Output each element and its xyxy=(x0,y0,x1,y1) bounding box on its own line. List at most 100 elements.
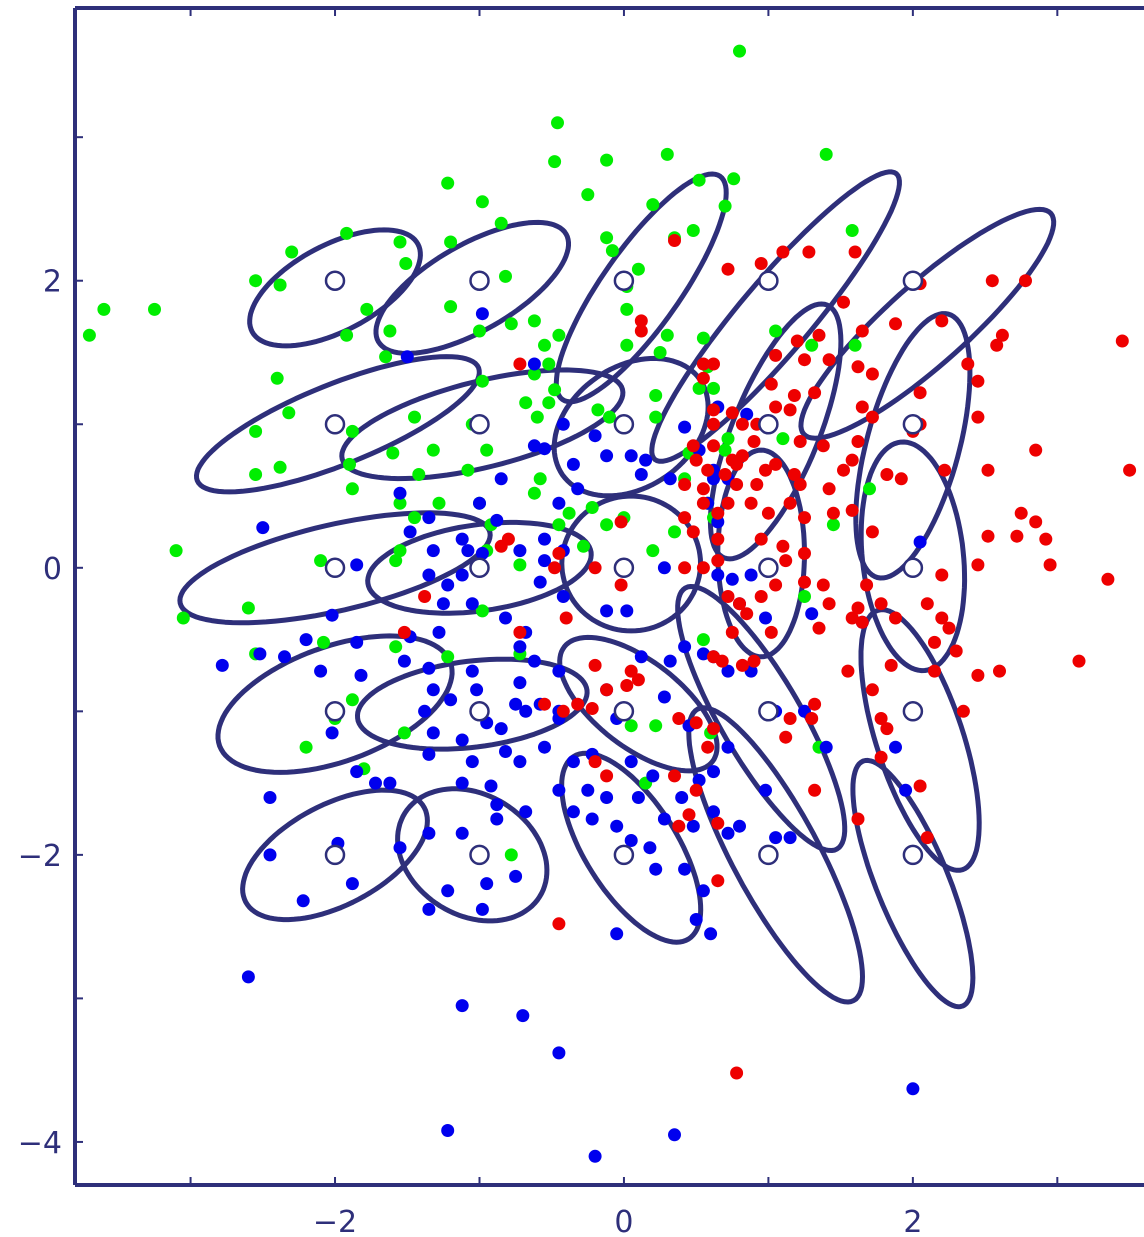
blue-point-54 xyxy=(314,664,328,678)
red-point-98 xyxy=(548,561,562,575)
blue-point-25 xyxy=(455,532,469,546)
red-point-35 xyxy=(769,400,783,414)
blue-point-167 xyxy=(805,607,819,621)
blue-point-59 xyxy=(527,654,541,668)
green-point-6 xyxy=(692,173,706,187)
red-point-44 xyxy=(793,435,807,448)
blue-point-131 xyxy=(422,826,436,840)
green-point-90 xyxy=(393,496,407,510)
blue-point-57 xyxy=(422,661,436,675)
red-point-39 xyxy=(707,417,720,431)
red-point-12 xyxy=(790,334,804,348)
green-point-114 xyxy=(696,633,710,647)
x-tick-label: 0 xyxy=(614,1205,633,1237)
blue-point-94 xyxy=(646,769,660,783)
blue-point-141 xyxy=(552,1046,566,1060)
red-point-66 xyxy=(1123,463,1137,477)
red-point-55 xyxy=(769,457,783,471)
ellipse-16 xyxy=(355,656,590,752)
red-point-37 xyxy=(855,400,869,414)
red-point-23 xyxy=(961,357,975,371)
green-point-95 xyxy=(600,518,614,532)
green-point-44 xyxy=(620,338,634,352)
blue-point-36 xyxy=(556,590,570,603)
red-point-90 xyxy=(686,525,700,539)
red-point-148 xyxy=(600,683,614,697)
red-point-49 xyxy=(707,439,720,453)
red-point-99 xyxy=(588,561,602,575)
red-point-166 xyxy=(588,755,602,769)
green-point-87 xyxy=(585,501,599,514)
red-point-76 xyxy=(744,496,758,510)
center-marker-20 xyxy=(324,844,346,866)
red-point-161 xyxy=(808,697,822,711)
blue-point-106 xyxy=(707,765,720,779)
blue-point-52 xyxy=(278,650,291,664)
blue-point-84 xyxy=(455,776,469,790)
red-point-179 xyxy=(552,917,566,931)
red-point-51 xyxy=(1029,443,1043,457)
red-point-138 xyxy=(1072,654,1086,668)
green-point-57 xyxy=(542,396,556,410)
green-point-96 xyxy=(668,525,681,539)
green-point-81 xyxy=(527,486,541,500)
red-point-10 xyxy=(634,314,648,328)
green-point-12 xyxy=(718,199,732,213)
blue-point-91 xyxy=(581,783,595,797)
blue-point-23 xyxy=(538,532,551,546)
center-marker-17 xyxy=(613,701,635,722)
green-point-80 xyxy=(249,468,263,481)
center-marker-22 xyxy=(613,844,635,866)
red-point-26 xyxy=(707,357,720,371)
blue-point-70 xyxy=(519,704,533,718)
red-point-105 xyxy=(971,558,985,572)
red-point-121 xyxy=(874,597,888,611)
red-point-112 xyxy=(816,578,830,592)
blue-point-53 xyxy=(215,658,229,672)
green-point-23 xyxy=(399,257,413,270)
red-point-146 xyxy=(735,658,749,672)
red-point-56 xyxy=(845,453,859,467)
red-point-181 xyxy=(614,578,628,592)
green-point-111 xyxy=(389,640,403,654)
green-point-113 xyxy=(441,650,455,664)
red-point-2 xyxy=(802,245,816,259)
center-marker-16 xyxy=(469,701,490,722)
blue-point-24 xyxy=(403,525,417,539)
red-point-95 xyxy=(981,529,995,543)
blue-point-87 xyxy=(519,805,533,819)
green-point-63 xyxy=(603,410,616,424)
red-point-91 xyxy=(711,532,725,546)
ellipse-18 xyxy=(675,584,848,853)
blue-point-45 xyxy=(325,608,339,622)
green-point-36 xyxy=(383,324,397,338)
red-point-111 xyxy=(798,575,811,589)
blue-point-170 xyxy=(566,457,580,471)
blue-point-65 xyxy=(509,697,523,711)
green-point-79 xyxy=(533,472,547,486)
green-point-107 xyxy=(798,590,811,603)
blue-point-69 xyxy=(494,722,508,736)
blue-point-5 xyxy=(588,429,602,443)
center-marker-13 xyxy=(758,557,779,579)
blue-point-79 xyxy=(325,726,339,740)
green-point-83 xyxy=(345,482,359,496)
blue-point-101 xyxy=(696,647,710,661)
center-marker-10 xyxy=(324,557,346,579)
blue-point-56 xyxy=(397,654,411,668)
green-point-33 xyxy=(444,300,458,314)
red-point-174 xyxy=(682,808,696,822)
blue-point-60 xyxy=(552,664,566,678)
center-marker-11 xyxy=(469,557,490,579)
green-point-38 xyxy=(538,338,551,352)
blue-point-46 xyxy=(465,597,479,611)
red-point-144 xyxy=(971,668,985,682)
center-marker-4 xyxy=(902,270,924,291)
green-point-94 xyxy=(552,518,566,532)
blue-point-61 xyxy=(513,676,527,690)
green-point-37 xyxy=(552,328,566,342)
red-point-89 xyxy=(614,515,628,529)
green-point-11 xyxy=(581,188,595,202)
blue-point-22 xyxy=(490,513,504,527)
